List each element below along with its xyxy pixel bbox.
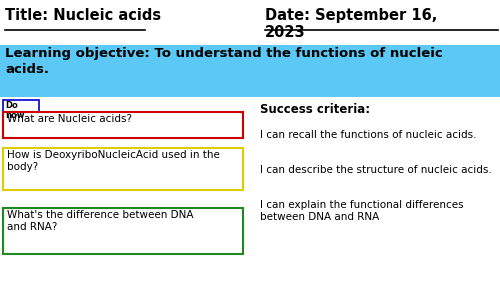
Text: Learning objective: To understand the functions of nucleic
acids.: Learning objective: To understand the fu… <box>5 47 443 76</box>
Text: How is DeoxyriboNucleicAcid used in the
body?: How is DeoxyriboNucleicAcid used in the … <box>7 150 220 173</box>
Bar <box>3 148 243 190</box>
Text: I can describe the structure of nucleic acids.: I can describe the structure of nucleic … <box>260 165 492 175</box>
Text: I can recall the functions of nucleic acids.: I can recall the functions of nucleic ac… <box>260 130 476 140</box>
Bar <box>3 100 39 126</box>
Bar <box>3 112 243 138</box>
Text: Title: Nucleic acids: Title: Nucleic acids <box>5 8 161 23</box>
Text: I can explain the functional differences
between DNA and RNA: I can explain the functional differences… <box>260 200 464 222</box>
Text: What's the difference between DNA
and RNA?: What's the difference between DNA and RN… <box>7 210 194 232</box>
Bar <box>3 208 243 254</box>
Text: Success criteria:: Success criteria: <box>260 103 370 116</box>
Text: What are Nucleic acids?: What are Nucleic acids? <box>7 114 132 124</box>
Text: Do
now: Do now <box>5 101 24 120</box>
Text: Date: September 16,
2023: Date: September 16, 2023 <box>265 8 438 40</box>
Bar <box>0 45 500 97</box>
